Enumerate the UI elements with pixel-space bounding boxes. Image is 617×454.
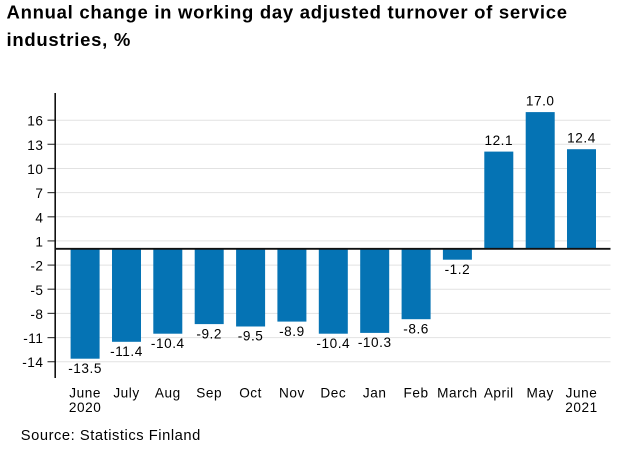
svg-text:May: May [527,385,554,400]
svg-text:June: June [566,385,598,400]
svg-text:-11: -11 [23,331,43,346]
svg-text:2020: 2020 [69,400,101,415]
svg-text:Nov: Nov [279,385,305,400]
svg-text:Oct: Oct [239,385,262,400]
svg-text:Feb: Feb [404,385,429,400]
svg-text:12.1: 12.1 [484,133,513,148]
svg-text:17.0: 17.0 [526,94,555,109]
svg-text:4: 4 [35,210,43,225]
svg-text:industries, %: industries, % [7,29,132,50]
svg-text:Jan: Jan [363,385,387,400]
svg-text:-5: -5 [30,283,43,298]
svg-text:Dec: Dec [320,385,346,400]
svg-text:-13.5: -13.5 [68,361,102,376]
svg-text:April: April [484,385,514,400]
svg-text:June: June [69,385,101,400]
svg-text:-9.2: -9.2 [196,326,222,341]
svg-text:Aug: Aug [155,385,181,400]
svg-text:-8.6: -8.6 [403,321,429,336]
svg-text:10: 10 [27,162,43,177]
svg-text:Source: Statistics Finland: Source: Statistics Finland [21,428,201,444]
svg-text:July: July [113,385,139,400]
svg-text:16: 16 [27,114,43,129]
svg-text:12.4: 12.4 [567,131,596,146]
svg-text:7: 7 [35,186,43,201]
svg-text:-2: -2 [30,259,43,274]
svg-text:-8.9: -8.9 [279,324,305,339]
svg-text:-10.3: -10.3 [358,335,392,350]
svg-text:-9.5: -9.5 [238,329,264,344]
svg-text:2021: 2021 [565,400,597,415]
svg-text:Annual change in working day a: Annual change in working day adjusted tu… [7,2,568,23]
svg-text:Sep: Sep [196,385,222,400]
svg-text:-10.4: -10.4 [316,336,350,351]
svg-text:1: 1 [35,234,43,249]
svg-text:-10.4: -10.4 [151,336,185,351]
svg-text:-1.2: -1.2 [445,262,471,277]
svg-text:-8: -8 [30,307,43,322]
svg-text:March: March [437,385,478,400]
svg-text:-11.4: -11.4 [110,344,143,359]
svg-text:13: 13 [27,138,43,153]
svg-text:-14: -14 [22,355,43,370]
